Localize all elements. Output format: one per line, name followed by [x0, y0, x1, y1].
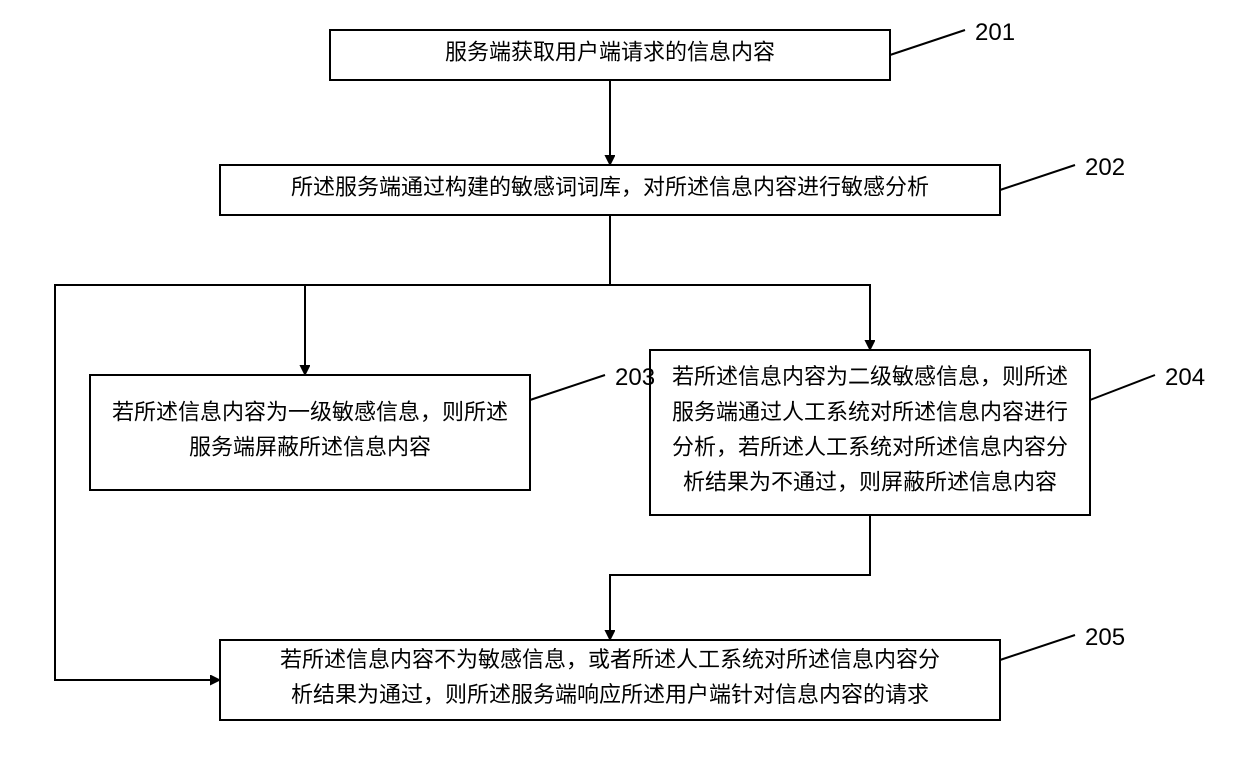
label-leader-n204: [1090, 375, 1155, 400]
node-n202: 所述服务端通过构建的敏感词词库，对所述信息内容进行敏感分析: [220, 165, 1000, 215]
node-text: 析结果为通过，则所述服务端响应所述用户端针对信息内容的请求: [291, 682, 929, 707]
node-text: 若所述信息内容为一级敏感信息，则所述: [112, 399, 508, 424]
node-n203: 若所述信息内容为一级敏感信息，则所述服务端屏蔽所述信息内容: [90, 375, 530, 490]
node-n201: 服务端获取用户端请求的信息内容: [330, 30, 890, 80]
node-text: 若所述信息内容为二级敏感信息，则所述: [672, 364, 1068, 389]
node-text: 所述服务端通过构建的敏感词词库，对所述信息内容进行敏感分析: [291, 174, 929, 199]
edge-1: [305, 215, 610, 375]
label-leader-n203: [530, 375, 605, 400]
node-text: 分析，若所述人工系统对所述信息内容分: [672, 435, 1068, 460]
step-label-n203: 203: [615, 364, 655, 391]
edge-4: [610, 515, 870, 640]
step-label-n201: 201: [975, 19, 1015, 46]
node-text: 服务端屏蔽所述信息内容: [189, 435, 431, 460]
step-label-n202: 202: [1085, 154, 1125, 181]
node-text: 若所述信息内容不为敏感信息，或者所述人工系统对所述信息内容分: [280, 647, 940, 672]
node-text: 服务端获取用户端请求的信息内容: [445, 39, 775, 64]
node-n205: 若所述信息内容不为敏感信息，或者所述人工系统对所述信息内容分析结果为通过，则所述…: [220, 640, 1000, 720]
label-leader-n201: [890, 30, 965, 55]
label-leader-n202: [1000, 165, 1075, 190]
step-label-n204: 204: [1165, 364, 1205, 391]
flowchart-canvas: 服务端获取用户端请求的信息内容所述服务端通过构建的敏感词词库，对所述信息内容进行…: [0, 0, 1240, 765]
node-text: 服务端通过人工系统对所述信息内容进行: [672, 399, 1068, 424]
node-n204: 若所述信息内容为二级敏感信息，则所述服务端通过人工系统对所述信息内容进行分析，若…: [650, 350, 1090, 515]
label-leader-n205: [1000, 635, 1075, 660]
node-text: 析结果为不通过，则屏蔽所述信息内容: [683, 470, 1057, 495]
edge-2: [610, 215, 870, 350]
step-label-n205: 205: [1085, 624, 1125, 651]
